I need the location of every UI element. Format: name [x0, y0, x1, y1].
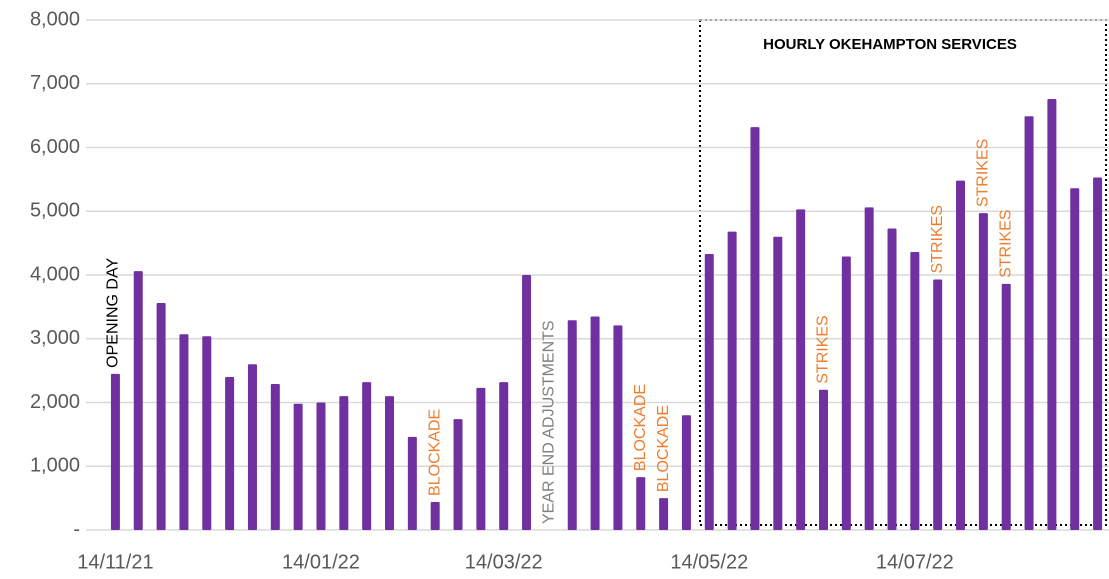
bar	[476, 387, 486, 530]
annotation: OPENING DAY	[105, 258, 122, 368]
y-tick-label: 4,000	[30, 263, 80, 285]
bar	[202, 336, 212, 530]
bar	[156, 303, 166, 530]
bar	[179, 334, 189, 530]
bar	[590, 316, 600, 530]
y-tick-label: -	[73, 518, 80, 540]
bar	[110, 373, 120, 530]
bar	[956, 180, 966, 530]
bar	[316, 402, 326, 530]
bar	[864, 207, 874, 531]
annotation: YEAR END ADJUSTMENTS	[541, 320, 558, 524]
annotation: STRIKES	[997, 209, 1014, 277]
bar	[841, 256, 851, 530]
y-tick-label: 6,000	[30, 136, 80, 158]
bar	[385, 396, 395, 530]
bar	[818, 389, 828, 530]
bar	[613, 325, 623, 530]
annotation: BLOCKADE	[632, 384, 649, 471]
bar	[910, 252, 920, 531]
x-tick-label: 14/07/22	[876, 551, 954, 573]
bar	[796, 209, 806, 530]
bar	[522, 275, 532, 530]
bar	[773, 236, 783, 530]
annotation: STRIKES	[815, 315, 832, 383]
x-tick-label: 14/05/22	[670, 551, 748, 573]
bar	[681, 415, 691, 530]
annotation: STRIKES	[929, 205, 946, 273]
bar	[1093, 177, 1103, 530]
bar	[1070, 188, 1080, 531]
bar	[1047, 99, 1057, 531]
bar	[750, 127, 760, 530]
bar	[293, 403, 303, 530]
bar	[636, 477, 646, 530]
bar	[270, 384, 280, 530]
bar	[704, 253, 714, 530]
bar	[933, 279, 943, 530]
bar	[225, 377, 235, 530]
x-tick-label: 14/11/21	[77, 551, 153, 573]
annotation: BLOCKADE	[426, 409, 443, 496]
y-tick-label: 1,000	[30, 455, 80, 477]
bar	[247, 364, 257, 530]
bar	[727, 231, 737, 530]
bar	[339, 396, 349, 530]
bar	[499, 382, 509, 530]
bar	[1024, 116, 1034, 530]
bar	[362, 382, 372, 530]
y-tick-label: 5,000	[30, 200, 80, 222]
annotation: BLOCKADE	[655, 405, 672, 492]
bar	[1001, 283, 1011, 530]
bar	[407, 436, 417, 530]
bar	[430, 501, 440, 530]
y-tick-label: 7,000	[30, 72, 80, 94]
annotation: STRIKES	[975, 139, 992, 207]
y-tick-label: 2,000	[30, 391, 80, 413]
bar	[567, 320, 577, 530]
box-title: HOURLY OKEHAMPTON SERVICES	[763, 36, 1017, 53]
y-tick-label: 8,000	[30, 8, 80, 30]
bar	[978, 213, 988, 530]
bar	[453, 419, 463, 530]
bar	[887, 228, 897, 530]
y-tick-label: 3,000	[30, 327, 80, 349]
x-tick-label: 14/03/22	[465, 551, 543, 573]
bar	[133, 271, 143, 530]
x-tick-label: 14/01/22	[282, 551, 360, 573]
bar	[659, 498, 669, 530]
highlight-box	[699, 19, 1107, 526]
